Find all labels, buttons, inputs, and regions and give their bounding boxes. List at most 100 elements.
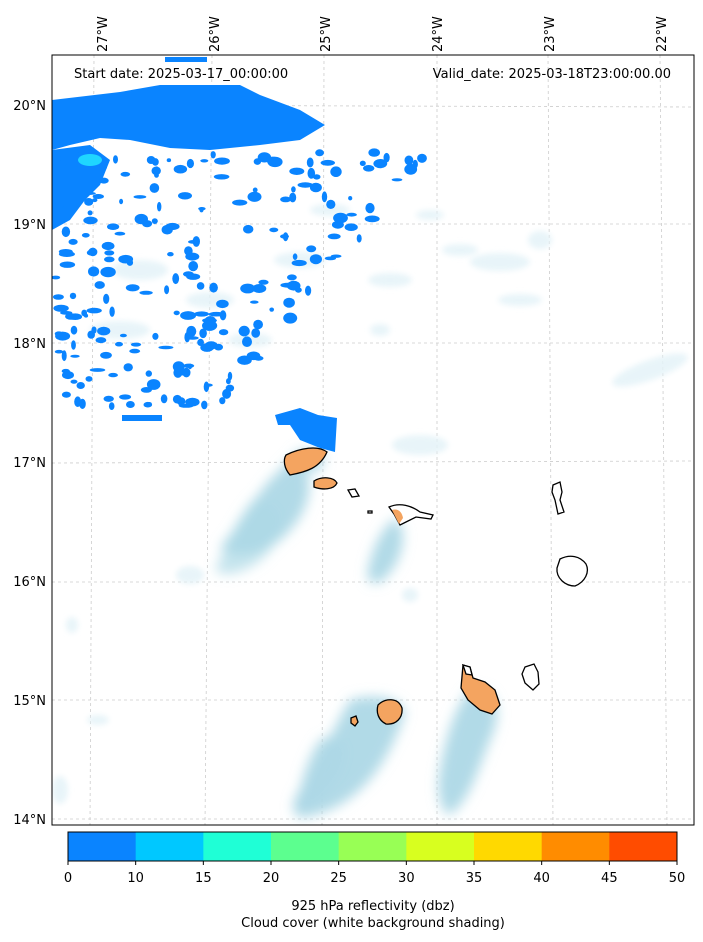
reflectivity-patch: [69, 292, 77, 300]
lon-tick-label: 25°W: [319, 16, 334, 52]
reflectivity-band-nw: [52, 57, 325, 230]
reflectivity-patch: [246, 351, 261, 361]
island-sao-vicente: [313, 477, 338, 490]
reflectivity-patch: [134, 213, 148, 225]
reflectivity-patch: [269, 227, 279, 233]
reflectivity-patch: [291, 186, 296, 193]
reflectivity-patch: [119, 394, 132, 400]
reflectivity-patch: [269, 307, 275, 312]
reflectivity-patch: [146, 402, 152, 407]
reflectivity-patch: [306, 157, 314, 168]
reflectivity-patch: [152, 158, 159, 166]
reflectivity-patch: [208, 311, 225, 317]
island-maio: [521, 663, 540, 691]
reflectivity-patch: [92, 194, 105, 199]
lat-tick-label: 17°N: [13, 456, 46, 471]
reflectivity-patch: [203, 381, 210, 393]
reflectivity-patch: [55, 331, 71, 341]
reflectivity-patch: [391, 178, 403, 182]
reflectivity-patch: [180, 311, 197, 320]
island-fogo: [376, 699, 403, 725]
reflectivity-patch: [61, 391, 71, 398]
reflectivity-patch: [321, 191, 328, 203]
colorbar-tick-label: 0: [64, 871, 72, 886]
reflectivity-patch: [101, 241, 115, 251]
reflectivity-patch: [219, 397, 226, 405]
islands: [283, 447, 589, 727]
colorbar: 0 10 15 20 25 30 35 40 45 50: [64, 831, 686, 886]
reflectivity-patch: [306, 245, 317, 253]
reflectivity-patch: [164, 285, 170, 295]
reflectivity-patch: [129, 348, 141, 354]
reflectivity-patch: [118, 254, 134, 264]
reflectivity-patch: [326, 199, 336, 209]
reflectivity-patch: [70, 325, 78, 335]
valid-date-label: Valid_date: 2025-03-18T23:00:00.00: [433, 67, 671, 82]
reflectivity-patch: [125, 284, 140, 292]
reflectivity-patch: [283, 312, 298, 324]
reflectivity-patch: [103, 293, 110, 304]
reflectivity-patch: [213, 174, 230, 180]
reflectivity-cyan-cell: [78, 154, 102, 166]
reflectivity-patch: [238, 325, 250, 337]
reflectivity-patch: [182, 367, 191, 378]
lon-tick-label: 24°W: [431, 16, 446, 52]
colorbar-tick-label: 45: [601, 871, 618, 886]
reflectivity-patch: [70, 354, 80, 358]
reflectivity-patch: [61, 226, 71, 238]
reflectivity-patch: [59, 156, 65, 161]
reflectivity-patch: [204, 383, 213, 387]
reflectivity-patch: [68, 238, 78, 245]
reflectivity-patch: [210, 151, 216, 159]
reflectivity-patch: [100, 266, 116, 278]
colorbar-tick-label: 35: [466, 871, 483, 886]
reflectivity-patch: [287, 274, 297, 281]
reflectivity-patch: [243, 224, 254, 234]
colorbar-swatch: [203, 832, 272, 861]
reflectivity-patch: [59, 261, 76, 268]
reflectivity-patch: [252, 284, 267, 293]
reflectivity-patch: [286, 280, 301, 291]
colorbar-swatch: [609, 832, 678, 861]
reflectivity-patch: [417, 153, 427, 163]
reflectivity-patch: [346, 212, 357, 217]
reflectivity-patch: [172, 361, 185, 372]
colorbar-tick-label: 50: [669, 871, 686, 886]
reflectivity-patch: [330, 254, 342, 258]
reflectivity-patch: [309, 254, 322, 265]
reflectivity-patch: [333, 212, 348, 224]
reflectivity-patch: [320, 159, 335, 166]
reflectivity-patch: [53, 162, 67, 167]
lon-tick-label: 26°W: [208, 16, 223, 52]
reflectivity-patch: [109, 306, 115, 317]
colorbar-swatch: [68, 832, 137, 861]
reflectivity-patch: [86, 307, 102, 314]
reflectivity-patch: [85, 376, 93, 382]
reflectivity-patch: [52, 203, 64, 209]
reflectivity-patch: [108, 402, 115, 410]
reflectivity-patch: [199, 328, 207, 339]
reflectivity-patch: [119, 333, 127, 338]
reflectivity-patch: [97, 326, 111, 336]
reflectivity-patch: [54, 349, 64, 354]
reflectivity-patch: [291, 259, 307, 267]
reflectivity-patch: [247, 191, 262, 202]
reflectivity-patch: [344, 223, 358, 231]
reflectivity-patch: [201, 400, 208, 410]
reflectivity-patch: [297, 182, 314, 188]
reflectivity-patch: [98, 165, 107, 171]
reflectivity-patch: [172, 273, 180, 285]
reflectivity-patch: [253, 319, 263, 330]
island-santa-luzia: [346, 488, 361, 498]
reflectivity-patch: [242, 336, 252, 348]
map-panel: [52, 55, 694, 825]
reflectivity-patch: [157, 201, 162, 212]
reflectivity-patch: [252, 187, 258, 193]
reflectivity-patch: [104, 256, 115, 263]
colorbar-tick-label: 15: [195, 871, 212, 886]
reflectivity-patch: [348, 196, 353, 201]
colorbar-label-line2: Cloud cover (white background shading): [241, 916, 505, 931]
reflectivity-patch: [258, 279, 269, 285]
reflectivity-patch: [91, 326, 97, 334]
lat-tick-label: 20°N: [13, 99, 46, 114]
